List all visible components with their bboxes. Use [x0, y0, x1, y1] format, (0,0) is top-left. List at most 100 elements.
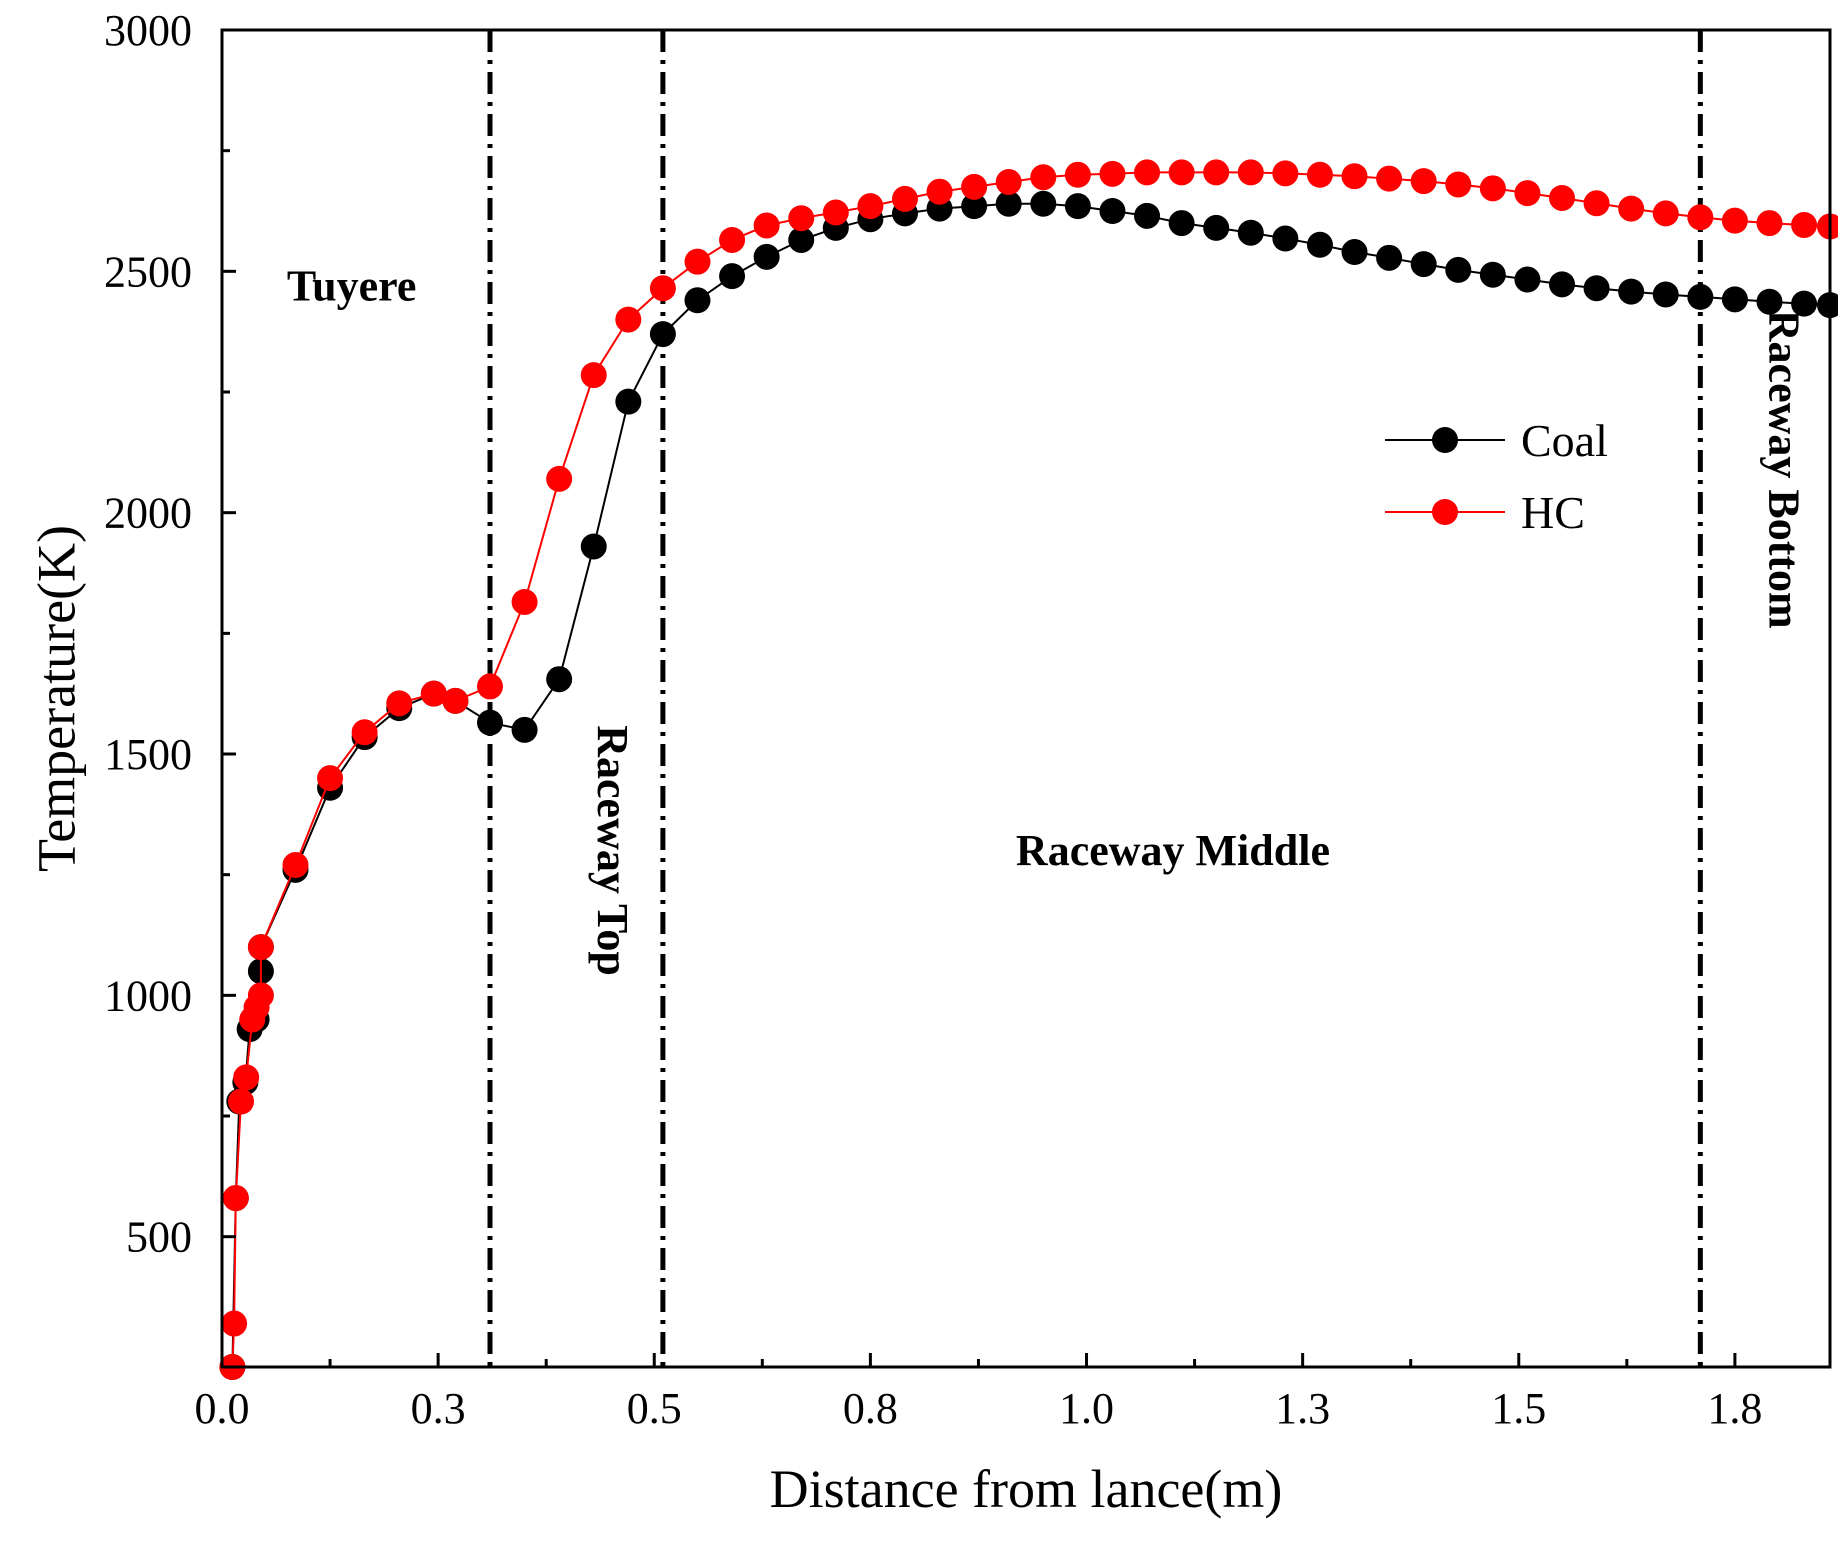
data-point: [282, 852, 309, 879]
data-point: [1134, 159, 1161, 186]
data-point: [546, 465, 573, 492]
data-point: [1030, 164, 1057, 191]
data-point: [1687, 283, 1714, 310]
data-point: [442, 687, 469, 714]
legend-marker: [1432, 499, 1458, 525]
data-point: [1791, 211, 1818, 238]
data-point: [1549, 271, 1575, 298]
data-point: [1237, 159, 1264, 186]
legend: Coal HC: [1385, 415, 1608, 538]
data-point: [1817, 213, 1838, 240]
data-point: [1237, 219, 1264, 246]
data-point: [580, 533, 607, 560]
data-point: [1791, 290, 1818, 317]
data-point: [477, 709, 503, 736]
data-point: [228, 1088, 255, 1115]
axis-ticks: 0.0 0.3 0.5 0.8 1.0 1.3 1.5 1.8 500 1000 1500 2000 2…: [104, 6, 1762, 1433]
legend-item-coal: Coal: [1385, 415, 1608, 466]
data-point: [1756, 210, 1783, 237]
data-point: [511, 716, 538, 743]
data-point: [386, 690, 413, 717]
data-point: [684, 287, 711, 314]
data-point: [1099, 160, 1126, 187]
legend-label: HC: [1521, 487, 1585, 538]
data-point: [995, 169, 1022, 196]
data-point: [1756, 288, 1783, 315]
data-point: [1514, 180, 1541, 207]
data-point: [649, 321, 676, 348]
data-point: [1445, 171, 1472, 198]
series-hc: [219, 159, 1838, 1380]
data-point: [1030, 190, 1057, 217]
data-point: [351, 719, 378, 746]
data-point: [1618, 278, 1645, 305]
data-point: [1306, 231, 1333, 258]
data-point: [1652, 200, 1679, 227]
y-tick-label: 2500: [104, 247, 192, 296]
region-label: Raceway Bottom: [1759, 310, 1808, 629]
x-tick-label: 1.5: [1491, 1384, 1546, 1433]
legend-label: Coal: [1521, 415, 1608, 466]
x-tick-label: 1.3: [1275, 1384, 1330, 1433]
data-point: [1341, 163, 1368, 190]
plot-frame: [220, 28, 1832, 1369]
data-point: [615, 388, 642, 415]
y-tick-label: 1500: [104, 730, 192, 779]
data-point: [649, 275, 676, 302]
data-point: [1583, 190, 1610, 217]
data-point: [1376, 244, 1403, 271]
data-point: [1410, 251, 1437, 278]
data-point: [1479, 175, 1506, 202]
region-label: Tuyere: [287, 261, 417, 310]
x-tick-label: 1.0: [1059, 1384, 1114, 1433]
data-point: [477, 673, 503, 700]
data-point: [1687, 204, 1714, 231]
data-point: [719, 226, 746, 253]
data-point: [961, 173, 988, 200]
data-point: [1341, 239, 1368, 266]
data-point: [1272, 225, 1299, 252]
series-layer: [219, 159, 1838, 1380]
data-point: [1652, 281, 1679, 308]
region-labels: Tuyere Raceway Top Raceway Middle Raceway B…: [287, 261, 1809, 976]
y-tick-label: 1000: [104, 971, 192, 1020]
data-point: [1618, 195, 1645, 222]
data-point: [317, 765, 344, 792]
data-point: [247, 934, 274, 961]
data-point: [891, 185, 918, 212]
x-tick-label: 1.8: [1707, 1384, 1762, 1433]
data-point: [926, 178, 953, 205]
x-tick-label: 0.0: [195, 1384, 250, 1433]
x-tick-label: 0.8: [843, 1384, 898, 1433]
legend-item-hc: HC: [1385, 487, 1585, 538]
x-axis-title: Distance from lance(m): [770, 1459, 1283, 1519]
data-point: [1583, 275, 1610, 302]
data-point: [1064, 193, 1091, 220]
data-point: [1721, 207, 1748, 234]
y-tick-label: 3000: [104, 6, 192, 55]
data-point: [221, 1310, 248, 1337]
data-point: [222, 1185, 249, 1212]
data-point: [1817, 292, 1838, 319]
data-point: [961, 193, 988, 220]
x-tick-label: 0.5: [627, 1384, 682, 1433]
region-label: Raceway Middle: [1016, 826, 1330, 875]
data-point: [1099, 198, 1126, 225]
data-point: [233, 1064, 260, 1091]
data-point: [546, 666, 573, 693]
data-point: [1376, 165, 1403, 192]
data-point: [719, 263, 746, 290]
legend-marker: [1432, 427, 1458, 453]
data-point: [857, 193, 884, 220]
x-tick-label: 0.3: [411, 1384, 466, 1433]
y-tick-label: 2000: [104, 489, 192, 538]
data-point: [822, 199, 849, 226]
data-point: [1410, 168, 1437, 195]
data-point: [1721, 286, 1748, 313]
data-point: [580, 362, 607, 389]
data-point: [1272, 160, 1299, 187]
data-point: [1479, 261, 1506, 288]
data-point: [788, 226, 815, 253]
